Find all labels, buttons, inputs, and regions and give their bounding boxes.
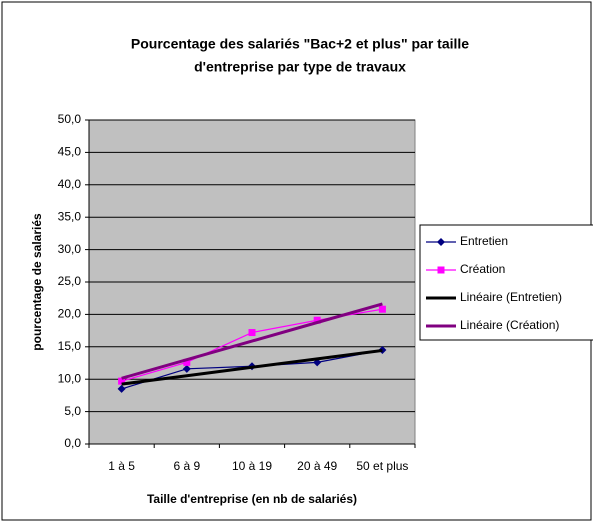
marker — [183, 358, 191, 366]
marker — [437, 266, 445, 274]
series-line — [121, 302, 383, 380]
x-tick-label: 1 à 5 — [108, 459, 135, 473]
marker — [182, 364, 191, 373]
marker — [313, 316, 321, 324]
y-tick-label: 50,0 — [58, 112, 82, 126]
x-tick-label: 10 à 19 — [232, 459, 272, 473]
marker — [117, 384, 126, 393]
legend-label: Linéaire (Création) — [460, 318, 559, 332]
y-tick-label: 45,0 — [58, 145, 82, 159]
chart-title: d'entreprise par type de travaux — [194, 59, 406, 75]
x-axis-label: Taille d'entreprise (en nb de salariés) — [147, 492, 357, 506]
y-tick-label: 5,0 — [64, 404, 81, 418]
series-line — [121, 348, 383, 386]
y-tick-label: 40,0 — [58, 177, 82, 191]
chart-title: Pourcentage des salariés "Bac+2 et plus"… — [131, 36, 469, 52]
marker — [378, 305, 386, 313]
x-tick-label: 20 à 49 — [297, 459, 337, 473]
y-tick-label: 25,0 — [58, 274, 82, 288]
y-tick-label: 20,0 — [58, 307, 82, 321]
legend-label: Linéaire (Entretien) — [460, 290, 562, 304]
marker — [437, 238, 445, 246]
legend-box — [419, 224, 593, 341]
marker — [118, 377, 126, 385]
x-tick-label: 6 à 9 — [173, 459, 200, 473]
legend-label: Entretien — [460, 234, 508, 248]
y-tick-label: 15,0 — [58, 339, 82, 353]
y-tick-label: 0,0 — [64, 436, 81, 450]
legend-label: Création — [460, 262, 505, 276]
y-axis-label: pourcentage de salariés — [30, 213, 44, 351]
x-tick-label: 50 et plus — [356, 459, 408, 473]
marker — [248, 329, 256, 337]
y-tick-label: 30,0 — [58, 242, 82, 256]
y-tick-label: 35,0 — [58, 209, 82, 223]
y-tick-label: 10,0 — [58, 371, 82, 385]
